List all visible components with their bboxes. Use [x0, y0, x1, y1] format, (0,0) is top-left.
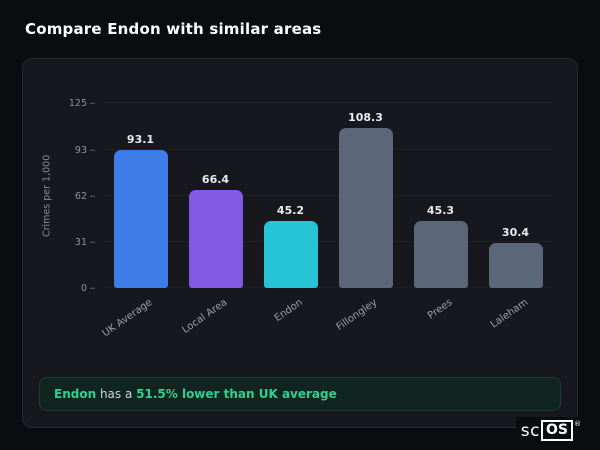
summary-highlight: 51.5% lower than UK average: [136, 387, 337, 401]
x-tick-label: Endon: [272, 297, 305, 325]
y-tick-label: 62: [74, 190, 87, 202]
bar[interactable]: [188, 189, 243, 288]
chart-card: Crimes per 1,000 0 31 62 93 125 93.1 UK Avera…: [22, 58, 578, 428]
bar-value-label: 30.4: [501, 226, 530, 240]
bar[interactable]: [488, 243, 543, 288]
y-tick: 125: [69, 98, 95, 108]
y-axis: 0 31 62 93 125: [55, 98, 95, 292]
page-title: Compare Endon with similar areas: [25, 20, 322, 38]
x-tick-label: Local Area: [180, 297, 230, 336]
x-tick-label: UK Average: [100, 297, 155, 340]
y-tick-label: 0: [80, 282, 87, 294]
y-tick: 93: [75, 146, 95, 156]
bar-column: 30.4 Laleham: [478, 103, 553, 331]
summary-note: Endon has a 51.5% lower than UK average: [39, 377, 561, 411]
bar-column: 66.4 Local Area: [178, 103, 253, 336]
summary-note-text: Endon has a 51.5% lower than UK average: [54, 387, 337, 401]
registered-trademark-icon: ®: [574, 420, 581, 428]
summary-area-name: Endon: [54, 387, 97, 401]
x-tick-label: Fillongley: [334, 297, 380, 333]
bar[interactable]: [413, 220, 468, 288]
y-tick-mark: [90, 287, 95, 289]
plot-region: 0 31 62 93 125 93.1 UK Average 66.4 Local Area 4…: [55, 98, 553, 353]
scos-logo: sc OS ®: [515, 417, 586, 444]
bar-chart: Crimes per 1,000 0 31 62 93 125 93.1 UK Avera…: [39, 98, 553, 353]
summary-middle-text: has a: [96, 387, 137, 401]
logo-text-os: OS: [541, 420, 573, 441]
bar-value-label: 93.1: [126, 133, 155, 147]
bar-value-label: 108.3: [348, 110, 383, 124]
bar[interactable]: [338, 127, 393, 288]
y-tick-label: 31: [74, 236, 87, 248]
bar-value-label: 66.4: [201, 172, 230, 186]
x-tick-label: Laleham: [488, 297, 530, 331]
bar-value-label: 45.2: [276, 204, 305, 218]
plot-area: 93.1 UK Average 66.4 Local Area 45.2 Endon 108…: [101, 103, 553, 339]
y-tick: 0: [81, 283, 95, 293]
y-tick-mark: [90, 241, 95, 243]
y-tick-mark: [90, 195, 95, 197]
bar[interactable]: [263, 221, 318, 288]
y-tick: 62: [74, 190, 95, 202]
y-tick-mark: [90, 149, 95, 151]
bar-column: 45.2 Endon: [253, 103, 328, 324]
logo-text-sc: sc: [520, 420, 541, 441]
y-tick-label: 93: [74, 144, 87, 156]
y-tick-mark: [90, 102, 95, 104]
bar[interactable]: [113, 150, 168, 288]
x-tick-label: Prees: [426, 297, 455, 322]
bar-column: 45.3 Prees: [403, 103, 478, 322]
y-axis-title: Crimes per 1,000: [41, 154, 53, 237]
bar-column: 93.1 UK Average: [101, 103, 178, 339]
y-tick: 31: [75, 237, 95, 247]
y-tick-label: 125: [68, 97, 87, 109]
bar-value-label: 45.3: [426, 203, 455, 217]
bar-column: 108.3 Fillongley: [328, 103, 403, 333]
